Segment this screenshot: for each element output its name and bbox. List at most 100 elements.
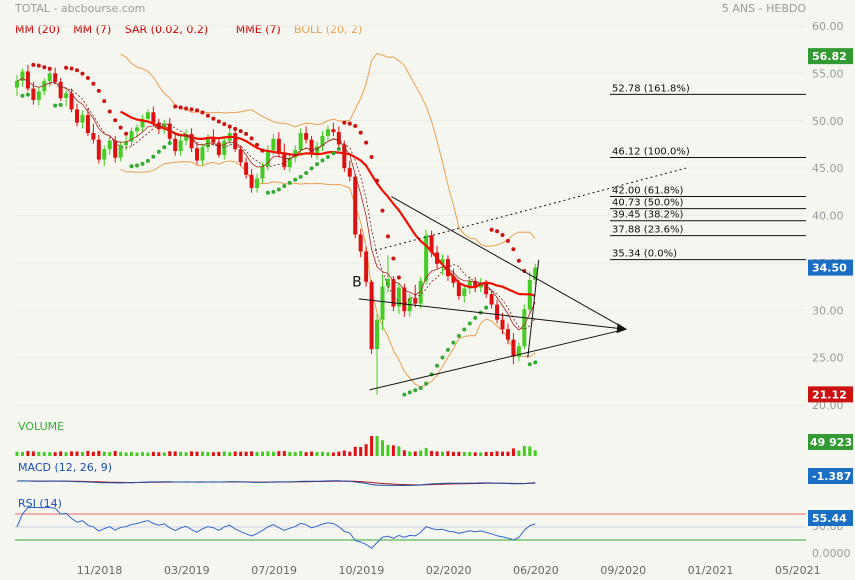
sar-dot xyxy=(347,121,352,126)
candle-body xyxy=(413,297,418,304)
volume-bar xyxy=(408,451,412,456)
sar-dot xyxy=(102,99,107,104)
volume-bar xyxy=(37,451,41,456)
candle-body xyxy=(380,286,385,320)
volume-bar xyxy=(468,451,472,456)
candle-body xyxy=(304,133,309,140)
volume-bar xyxy=(70,451,74,456)
sar-dot xyxy=(255,142,260,147)
volume-bar xyxy=(451,451,455,456)
legend-item: MM (7) xyxy=(73,23,111,36)
sar-dot xyxy=(516,258,521,263)
volume-bar xyxy=(517,450,521,456)
trendline xyxy=(358,298,627,334)
candle-body xyxy=(124,141,129,146)
candle-body xyxy=(336,132,341,145)
volume-badge-value: 49 923K xyxy=(810,436,855,449)
candle-body xyxy=(516,346,521,357)
volume-bar xyxy=(501,451,505,456)
sar-dot xyxy=(113,118,118,123)
sar-dot xyxy=(364,140,369,145)
trendline xyxy=(374,167,687,252)
sar-dot xyxy=(402,392,407,397)
sar-dot xyxy=(353,123,358,128)
volume-bar xyxy=(42,452,46,456)
candle-body xyxy=(467,280,472,289)
volume-bar xyxy=(402,450,406,456)
price-badge-value: 34.50 xyxy=(812,262,847,275)
sar-dot xyxy=(440,355,445,360)
fibonacci-levels: 52.78 (161.8%) 46.12 (100.0%) 42.00 (61.8%… xyxy=(610,83,806,261)
volume-bar xyxy=(277,451,281,456)
candle-body xyxy=(456,282,461,297)
x-tick-label: 06/2020 xyxy=(513,564,559,577)
volume-bar xyxy=(222,451,226,456)
sar-dot xyxy=(80,71,85,76)
volume-bar xyxy=(446,451,450,456)
parabolic-sar xyxy=(20,62,538,397)
volume-bar xyxy=(386,444,390,456)
candle-body xyxy=(173,138,178,152)
x-tick-label: 02/2020 xyxy=(426,564,472,577)
sar-dot xyxy=(484,305,489,310)
legend-item: MM (20) xyxy=(15,23,60,36)
volume-bar xyxy=(424,447,428,456)
volume-bar xyxy=(315,451,319,456)
sar-dot xyxy=(505,238,510,243)
bollinger-bands xyxy=(120,52,536,388)
fibonacci-label: 37.88 (23.6%) xyxy=(612,225,683,236)
sar-dot xyxy=(58,102,63,107)
candle-body xyxy=(451,276,456,283)
sar-dot xyxy=(64,65,69,70)
volume-bar xyxy=(364,444,368,456)
sar-dot xyxy=(418,386,423,391)
volume-badge-box xyxy=(808,434,853,450)
sar-dot xyxy=(304,171,309,176)
candle-body xyxy=(418,280,423,304)
sar-dot xyxy=(489,227,494,232)
candle-body xyxy=(69,93,74,110)
volume-bar xyxy=(320,451,324,456)
volume-bar xyxy=(462,451,466,456)
candle-body xyxy=(396,287,401,307)
fibonacci-label: 46.12 (100.0%) xyxy=(612,147,690,158)
volume-bar xyxy=(511,448,515,456)
volume-bar xyxy=(239,451,243,456)
volume-bar xyxy=(495,451,499,456)
candle-body xyxy=(135,127,140,132)
candle-body xyxy=(244,162,249,175)
sar-dot xyxy=(178,105,183,110)
sar-dot xyxy=(500,232,505,237)
legend-item: BOLL (20, 2) xyxy=(294,23,362,36)
candle-body xyxy=(36,91,41,100)
volume-bar xyxy=(244,451,248,456)
sar-dot xyxy=(238,129,243,134)
price-badge-box xyxy=(808,48,853,65)
price-y-axis: 60.0055.0050.0045.0040.0035.0030.0025.00… xyxy=(812,20,844,412)
volume-bar xyxy=(430,451,434,456)
volume-bar xyxy=(266,451,270,456)
annotation-label: B xyxy=(352,275,362,291)
sar-dot xyxy=(342,120,347,125)
volume-bar xyxy=(184,452,188,456)
sar-dot xyxy=(265,190,270,195)
legend-item: MME (7) xyxy=(236,23,281,36)
candle-body xyxy=(298,133,303,151)
candle-body xyxy=(189,134,194,149)
y-tick-label: 60.00 xyxy=(812,20,844,33)
sar-dot xyxy=(462,327,467,332)
sar-dot xyxy=(298,174,303,179)
candle-body xyxy=(205,137,210,148)
volume-bar xyxy=(310,451,314,456)
sar-dot xyxy=(20,93,25,98)
candle-body xyxy=(118,145,123,158)
sar-dot xyxy=(184,106,189,111)
candle-body xyxy=(276,138,281,154)
volume-bar xyxy=(86,450,90,456)
sar-dot xyxy=(336,146,341,151)
sar-dot xyxy=(129,164,134,169)
x-tick-label: 01/2021 xyxy=(688,564,734,577)
candle-body xyxy=(42,80,47,92)
candle-body xyxy=(96,139,101,160)
